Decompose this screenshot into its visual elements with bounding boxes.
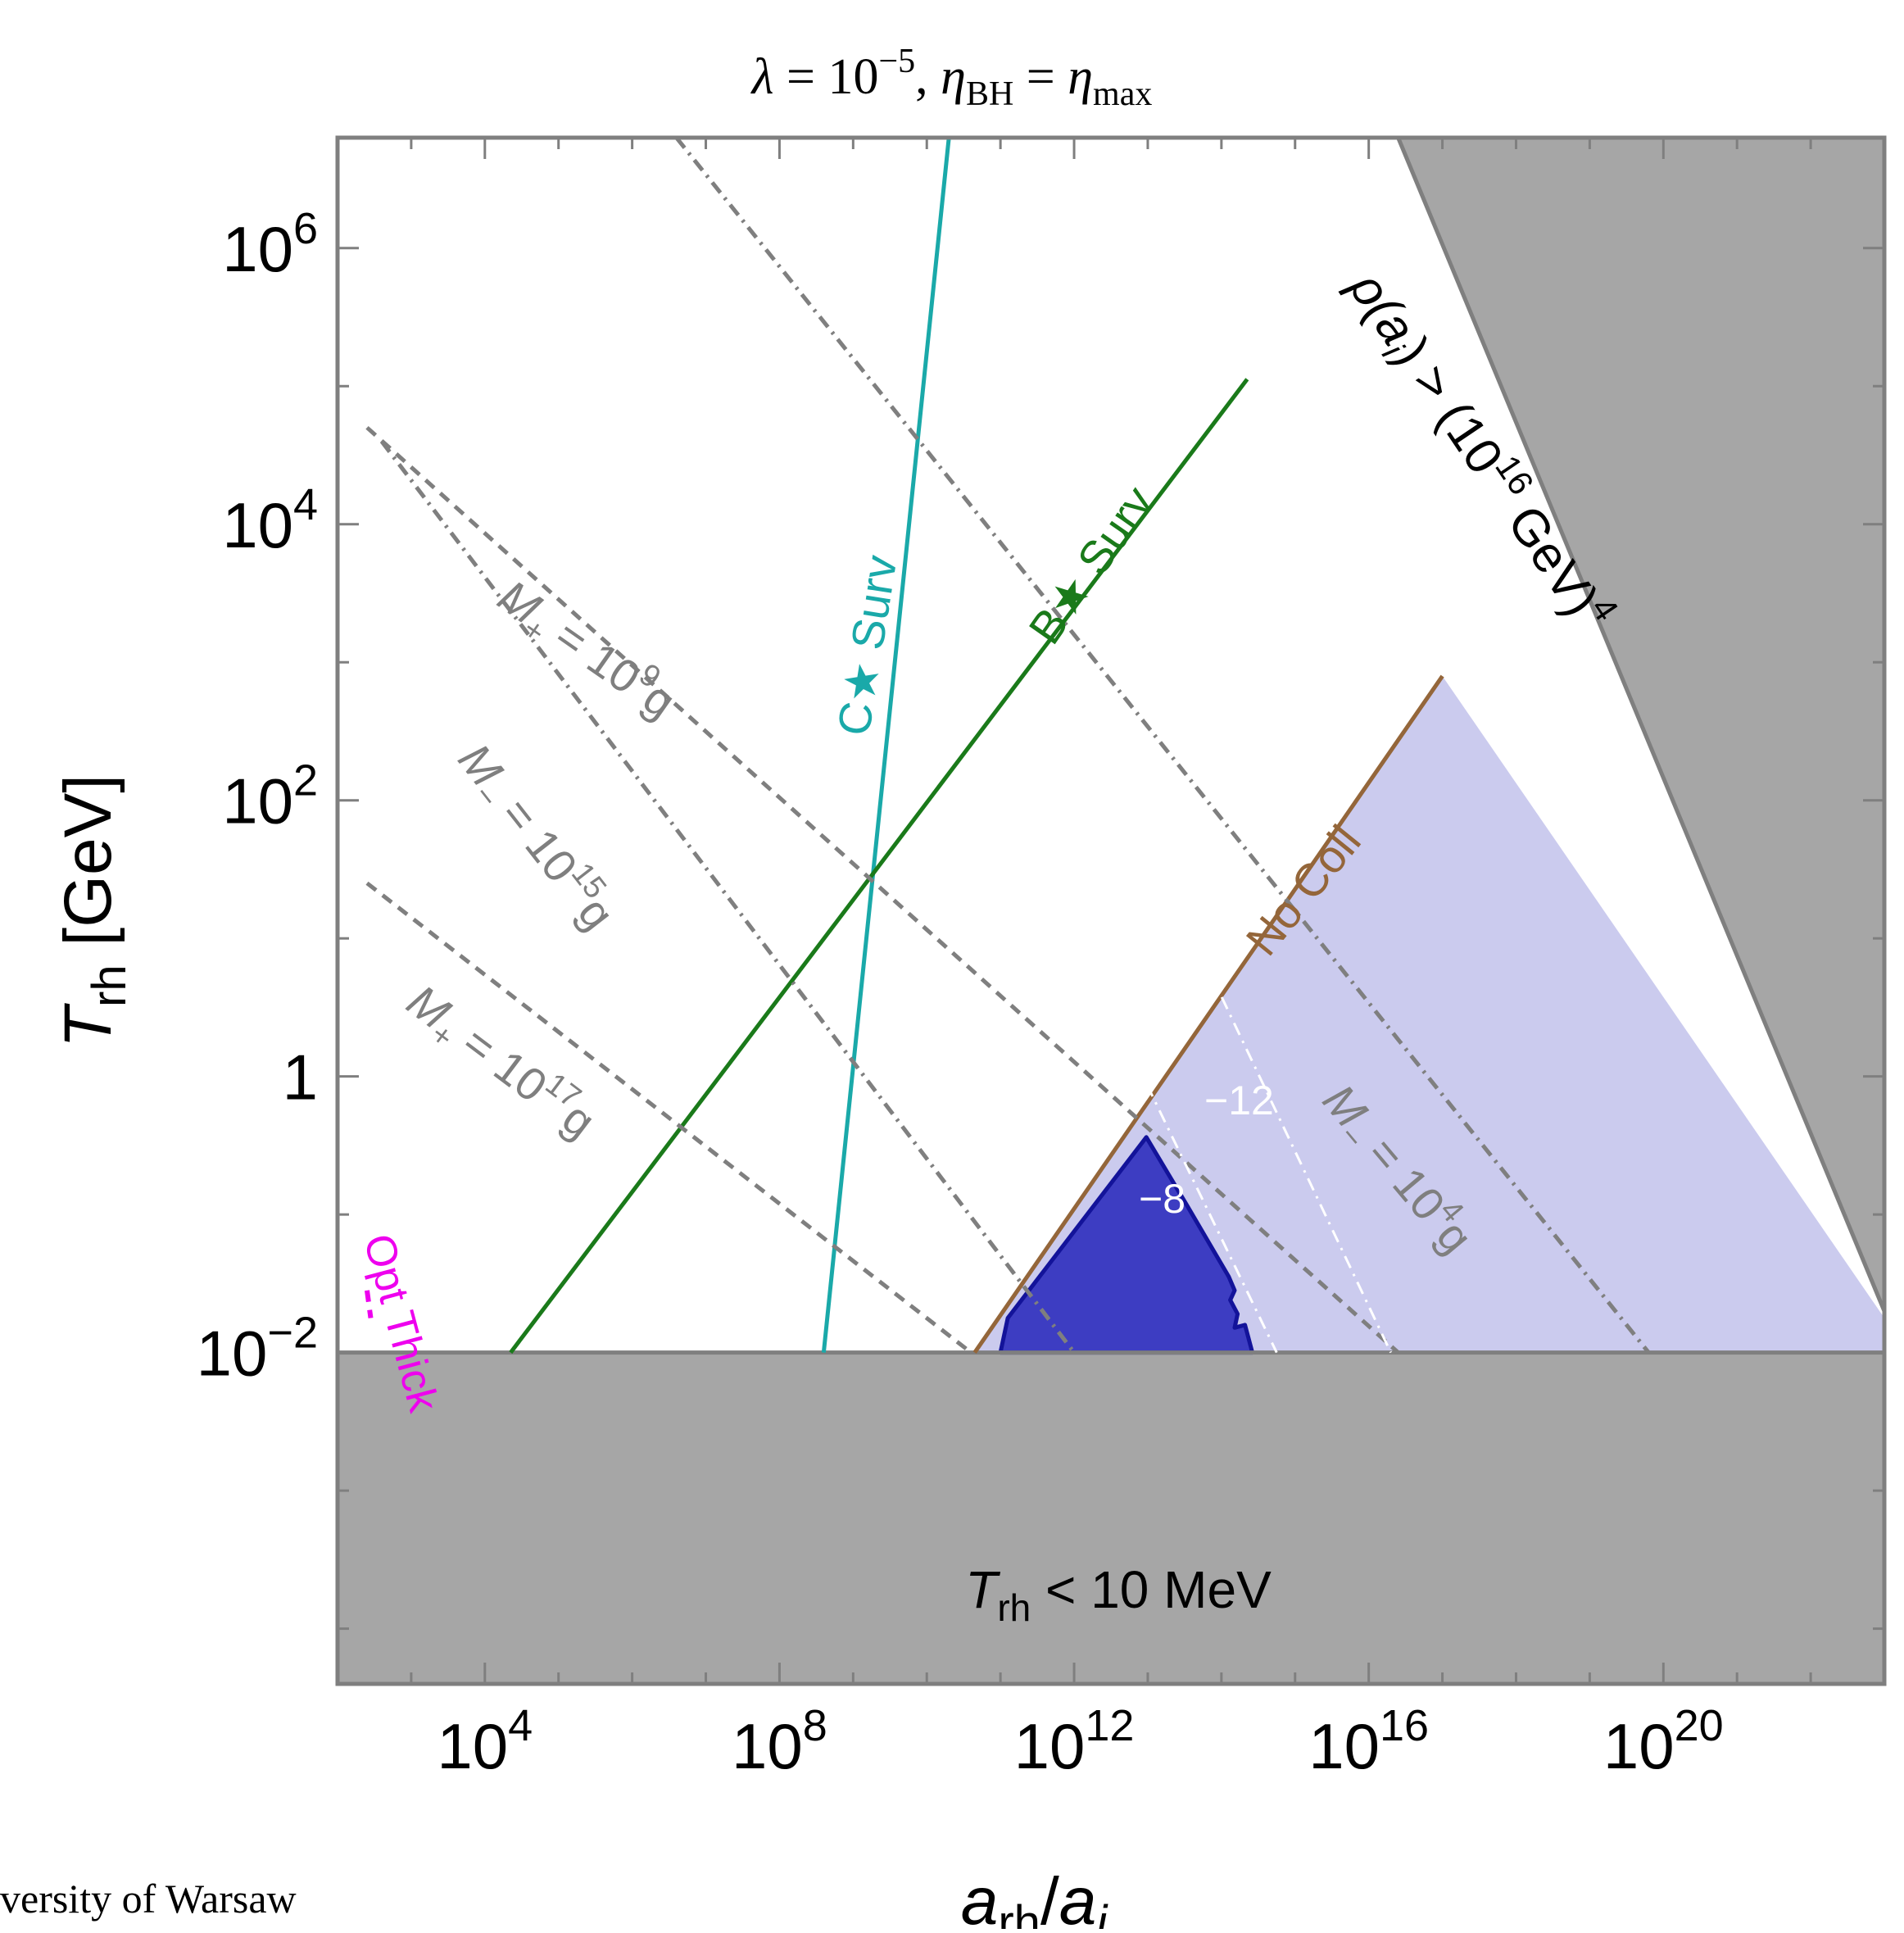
- x-axis-label: arh/ai: [961, 1864, 1109, 1929]
- contour-label-12: −12: [1204, 1078, 1274, 1123]
- y-tick-label: 10−2: [197, 1309, 318, 1390]
- series-line-no-coll: [972, 674, 1444, 1354]
- regions-layer: [338, 138, 1884, 1684]
- light-blue-region: [974, 676, 1884, 1353]
- series-line-c-surv: [821, 138, 951, 1353]
- trh-excluded: [338, 1352, 1884, 1684]
- b-surv-label: B★ Surv: [1018, 477, 1163, 653]
- series-line-12: [1146, 841, 1392, 1354]
- x-tick-label: 1016: [1308, 1701, 1429, 1782]
- y-tick-label: 106: [222, 204, 318, 285]
- series-line-m-10-g: [379, 440, 1076, 1354]
- y-axis-label: Trh [GeV]: [51, 774, 136, 1048]
- trh-region-label: Trh < 10 MeV: [965, 1560, 1272, 1629]
- chart-title: λ = 10−5, ηBH = ηmax: [750, 43, 1153, 113]
- x-tick-label: 1012: [1014, 1701, 1135, 1782]
- m-plus-17-label: M+ = 1017g: [393, 970, 607, 1154]
- series-line-m-10-g: [365, 881, 972, 1354]
- dark-blue-region: [998, 1135, 1255, 1355]
- x-tick-label: 108: [732, 1701, 827, 1782]
- contour-label-8: −8: [1139, 1176, 1185, 1222]
- lines-layer: [365, 138, 1651, 1354]
- plot-frame: [335, 135, 1887, 1686]
- series-line-m-10-g: [674, 138, 1651, 1354]
- series-line-8: [1058, 903, 1278, 1354]
- series-line-opt-thick: [365, 1290, 374, 1318]
- series-line-m-10-g: [365, 425, 1400, 1354]
- footer-text: versity of Warsaw: [0, 1876, 297, 1922]
- y-tick-label: 104: [222, 480, 318, 561]
- x-tick-label: 1020: [1603, 1701, 1724, 1782]
- y-tick-label: 102: [222, 756, 318, 837]
- y-tick-label: 1: [283, 1041, 318, 1114]
- rho-excluded: [993, 138, 1884, 1313]
- series-line-b-surv: [509, 378, 1249, 1354]
- ticks-layer: 104 108 1012 1016 1020 10−2 1 102 104 106: [197, 138, 1886, 1782]
- x-tick-label: 104: [437, 1701, 533, 1782]
- m-minus-15-label: M− = 1015g: [442, 731, 628, 944]
